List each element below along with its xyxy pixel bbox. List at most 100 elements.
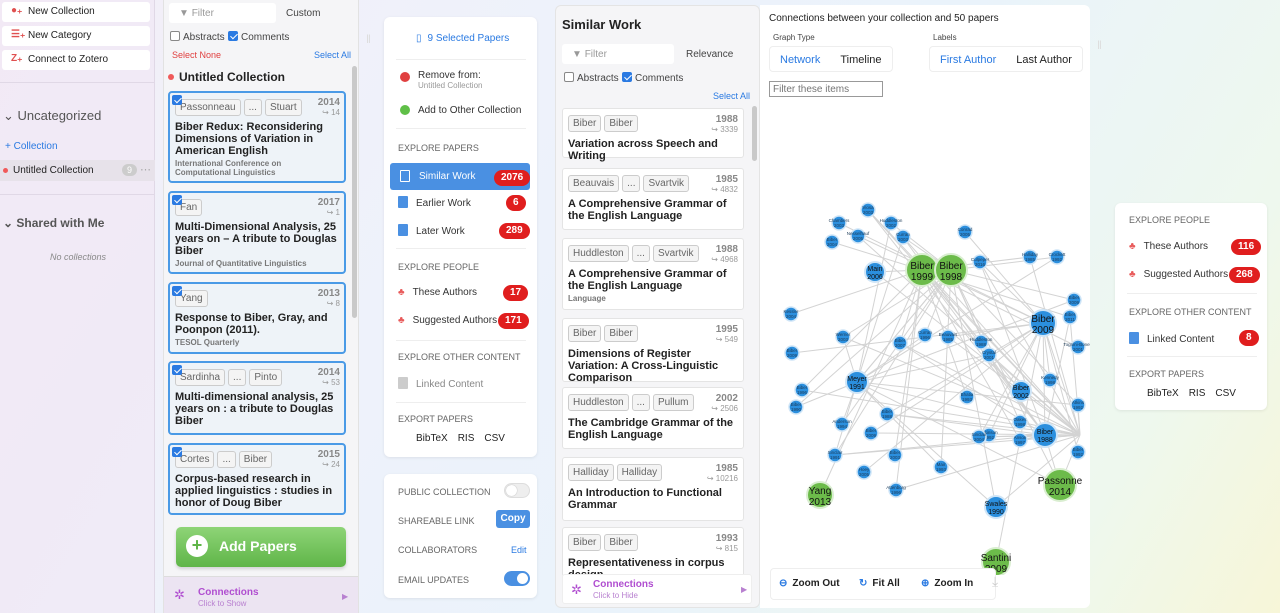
new-category-button[interactable]: ☰₊ New Category — [2, 26, 150, 46]
remove-from-button[interactable]: Remove from: Untitled Collection — [398, 70, 482, 90]
linked-content-item[interactable]: Linked Content — [398, 377, 483, 390]
select-all-link[interactable]: Select All — [713, 91, 751, 101]
checkbox-checked-icon[interactable] — [172, 195, 182, 205]
connections-toggle[interactable]: ✲ Connections Click to Hide ▶ — [562, 574, 752, 604]
checkbox-checked-icon[interactable] — [172, 447, 182, 457]
later-work-item[interactable]: Later Work — [398, 224, 465, 237]
zoom-in-button[interactable]: ⊕ Zoom In — [921, 578, 974, 589]
suggested-authors-item[interactable]: ♣ Suggested Authors — [1129, 269, 1229, 280]
paper-card[interactable]: Fan 2017 ↪ 1 Multi-Dimensional Analysis, … — [168, 191, 346, 274]
fit-all-button[interactable]: ↻ Fit All — [859, 578, 900, 589]
resize-handle[interactable]: ‖ — [1097, 38, 1102, 52]
paper-card[interactable]: Cortes... Biber 2015 ↪ 24 Corpus-based res… — [168, 443, 346, 515]
similar-paper-card[interactable]: Biber Biber 1993 ↪ 815 Representativeness … — [562, 527, 744, 577]
comments-checkbox[interactable]: Comments — [622, 72, 683, 84]
category-uncategorized[interactable]: ⌄ Uncategorized — [3, 108, 102, 123]
export-ris-link[interactable]: RIS — [457, 433, 475, 444]
these-authors-item[interactable]: ♣ These Authors — [1129, 241, 1209, 252]
zoom-out-button[interactable]: ⊖ Zoom Out — [779, 578, 840, 589]
export-csv-link[interactable]: CSV — [1215, 388, 1236, 399]
scrollbar[interactable] — [752, 106, 757, 161]
add-papers-button[interactable]: + Add Papers — [176, 527, 346, 567]
sidebar-item-untitled-collection[interactable]: Untitled Collection 9 ⋯ — [0, 160, 155, 181]
similar-paper-card[interactable]: Huddleston... Pullum 2002 ↪ 2506 The Cambr… — [562, 387, 744, 449]
similar-paper-card[interactable]: Huddleston... Svartvik 1988 ↪ 4968 A Compr… — [562, 238, 744, 310]
resize-handle[interactable]: ‖ — [366, 32, 371, 46]
checkbox-checked-icon[interactable] — [172, 95, 182, 105]
scrollbar[interactable] — [352, 66, 357, 318]
public-toggle[interactable] — [504, 483, 530, 498]
new-collection-button[interactable]: ●₊ New Collection — [2, 2, 150, 22]
export-bibtex-link[interactable]: BibTeX — [1147, 388, 1179, 399]
filter-items-input[interactable] — [769, 81, 883, 97]
select-all-link[interactable]: Select All — [314, 50, 352, 60]
add-other-collection-button[interactable]: Add to Other Collection — [398, 105, 521, 116]
copy-link-button[interactable]: Copy — [496, 510, 530, 528]
similar-paper-card[interactable]: Biber Biber 1988 ↪ 3339 Variation across S… — [562, 108, 744, 162]
connect-zotero-button[interactable]: Z₊ Connect to Zotero — [2, 50, 150, 70]
comments-checkbox[interactable]: Comments — [228, 31, 289, 43]
similar-paper-card[interactable]: Halliday Halliday 1985 ↪ 10216 An Introduc… — [562, 457, 744, 521]
selected-papers-link[interactable]: ▯ 9 Selected Papers — [416, 33, 510, 44]
sort-select[interactable]: Custom — [286, 8, 321, 19]
similar-paper-card[interactable]: Beauvais... Svartvik 1985 ↪ 4832 A Compreh… — [562, 168, 744, 230]
abstracts-checkbox[interactable]: Abstracts — [564, 72, 619, 84]
earlier-work-item[interactable]: Earlier Work — [398, 196, 471, 209]
category-shared[interactable]: ⌄ Shared with Me — [3, 216, 105, 230]
paper-card[interactable]: Passonneau... Stuart 2014 ↪ 14 Biber Redux… — [168, 91, 346, 183]
timeline-tab[interactable]: Timeline — [840, 54, 882, 66]
last-author-tab[interactable]: Last Author — [1016, 54, 1072, 66]
suggested-authors-item[interactable]: ♣ Suggested Authors — [398, 315, 498, 326]
select-none-link[interactable]: Select None — [172, 50, 222, 60]
paper-card[interactable]: Yang 2013 ↪ 8 Response to Biber, Gray, an… — [168, 282, 346, 354]
export-csv-link[interactable]: CSV — [484, 433, 505, 444]
email-updates-toggle[interactable] — [504, 571, 530, 586]
similar-paper-card[interactable]: Biber Biber 1995 ↪ 549 Dimensions of Regis… — [562, 318, 744, 384]
filter-input[interactable]: ▼ Filter — [169, 3, 276, 23]
add-collection-link[interactable]: + Collection — [5, 141, 58, 152]
filter-input[interactable]: ▼ Filter — [562, 44, 674, 64]
connections-toggle[interactable]: ✲ Connections Click to Show ▶ — [164, 576, 358, 613]
